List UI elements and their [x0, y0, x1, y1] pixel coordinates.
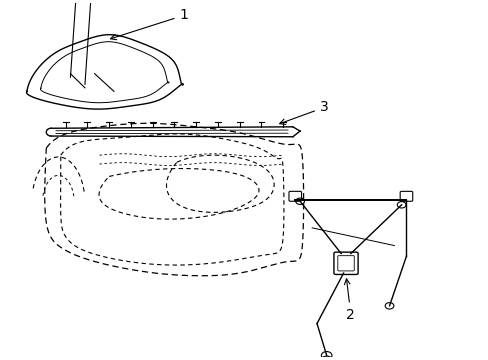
Text: 3: 3 [279, 100, 328, 125]
Text: 1: 1 [110, 8, 188, 40]
Text: 2: 2 [344, 279, 354, 321]
